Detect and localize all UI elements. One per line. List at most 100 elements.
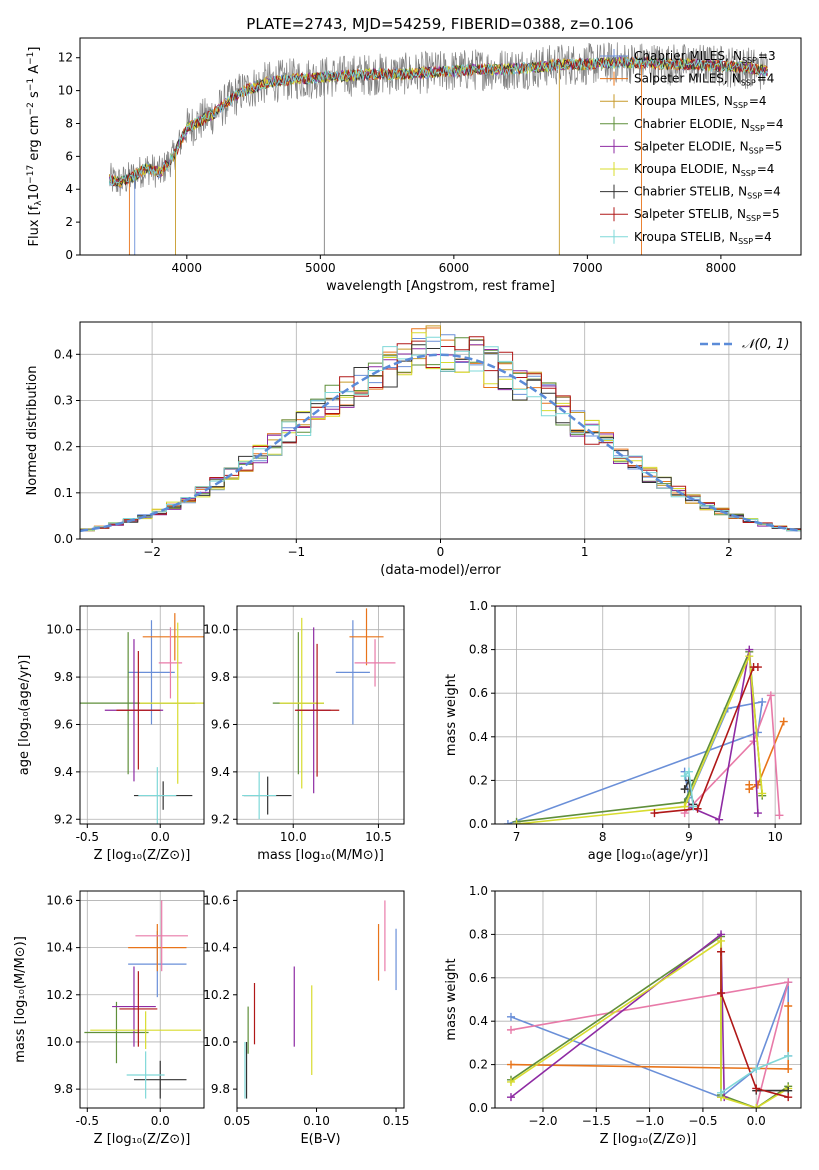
x-tick-label: 6000 [439, 261, 470, 275]
y-axis-label: mass weight [444, 674, 459, 756]
plot-area [495, 891, 801, 1108]
y-tick-label: 2 [65, 215, 73, 229]
y-tick-label: 0.1 [54, 486, 73, 500]
y-tick-label: 0.2 [54, 440, 73, 454]
errorbar-point-1 [349, 608, 384, 666]
x-tick-label: 1 [581, 545, 589, 559]
y-tick-label: 10.0 [46, 623, 73, 637]
y-axis-label: Flux [fλ10−17 erg cm−2 s−1 A−1] [26, 47, 44, 247]
x-tick-label: 8 [599, 830, 607, 844]
y-axis-label-part: −2 [26, 102, 36, 115]
weight-vs-age-panel: 7 8 9 10 0.0 0.2 0.4 0.6 0.8 1.0 age [log₁₀(age/yr… [444, 599, 802, 863]
x-tick-label: 0 [437, 545, 445, 559]
plot-area [237, 606, 404, 824]
errorbar-point-0 [128, 620, 175, 725]
weight-marker [784, 978, 793, 987]
errorbar-point-5 [90, 1011, 202, 1050]
y-tick-label: 0.4 [469, 1014, 488, 1028]
legend-entry: Chabrier MILES, NSSP=3 [634, 49, 776, 65]
x-axis-label: mass [log₁₀(M/M⊙)] [257, 848, 384, 863]
y-axis-label-part: ] [27, 47, 42, 52]
x-axis-label: (data-model)/error [380, 563, 501, 578]
weight-marker [715, 815, 724, 824]
x-axis-label: E(B-V) [300, 1132, 340, 1147]
plot-area [80, 322, 801, 539]
x-tick-label: -0.5 [76, 830, 99, 844]
errorbar-point-7 [119, 971, 158, 1047]
y-tick-label: 6 [65, 149, 73, 163]
age-vs-mass-panel: 10.0 10.5 9.2 9.4 9.6 9.8 10.0 mass [log₁₀(M/M⊙… [203, 605, 405, 863]
x-tick-label: −2 [143, 545, 161, 559]
weight-marker [680, 785, 689, 794]
weight-vs-metallicity-panel: −2.0 −1.5 −1.0 −0.5 0.0 0.0 0.2 0.4 0.6 0.8 1.0 Z [… [444, 884, 802, 1147]
y-tick-label: 9.8 [54, 670, 73, 684]
y-axis-label: mass [log₁₀(M/M⊙)] [13, 936, 28, 1063]
x-tick-label: 10 [768, 830, 783, 844]
y-tick-label: 1.0 [469, 599, 488, 613]
weight-marker [758, 697, 767, 706]
y-tick-label: 0.2 [469, 773, 488, 787]
weight-line-7 [720, 951, 789, 1098]
y-tick-label: 9.4 [211, 765, 230, 779]
errorbar-point-8 [138, 767, 177, 824]
x-tick-label: 0.15 [383, 1114, 410, 1128]
legend-entry: Salpeter ELODIE, NSSP=5 [634, 139, 782, 155]
weight-marker [758, 789, 767, 798]
plot-area [80, 891, 204, 1108]
weight-marker [506, 1093, 515, 1102]
y-tick-label: 0 [65, 248, 73, 262]
mass-vs-metallicity-panel: -0.5 0.0 9.8 10.0 10.2 10.4 10.6 Z [log₁₀(Z/Z⊙)… [13, 890, 205, 1147]
axes-frame [494, 890, 802, 1109]
y-axis-label-part: −1 [26, 78, 36, 91]
weight-marker [650, 809, 659, 818]
errorbar-point-1 [142, 613, 204, 661]
x-tick-label: 4000 [172, 261, 203, 275]
y-tick-label: 4 [65, 182, 73, 196]
x-tick-label: −0.5 [688, 1114, 717, 1128]
plot-area [109, 42, 768, 255]
errorbar-point-8 [126, 1051, 165, 1099]
x-tick-label: −2.0 [528, 1114, 557, 1128]
x-tick-label: 7 [513, 830, 521, 844]
y-tick-label: 9.8 [211, 670, 230, 684]
legend-entry: Salpeter STELIB, NSSP=5 [634, 207, 780, 223]
y-tick-label: 8 [65, 116, 73, 130]
x-tick-label: 2 [725, 545, 733, 559]
weight-marker [784, 1093, 793, 1102]
y-tick-label: 9.6 [211, 717, 230, 731]
x-tick-label: 9 [685, 830, 693, 844]
weight-marker [689, 802, 698, 811]
age-vs-metallicity-panel: -0.5 0.0 9.2 9.4 9.6 9.8 10.0 Z [log₁₀(Z/Z⊙)] ag… [17, 605, 205, 863]
y-tick-label: 10.2 [46, 988, 73, 1002]
y-tick-label: 10.0 [46, 1035, 73, 1049]
legend-entry: Kroupa STELIB, NSSP=4 [634, 230, 772, 246]
errorbar-point-8 [242, 771, 277, 820]
errorbar-point-2 [158, 627, 183, 699]
y-tick-label: 9.8 [54, 1082, 73, 1096]
model-line-4 [109, 55, 768, 186]
weight-marker [753, 809, 762, 818]
errorbar-point-6 [133, 1060, 187, 1099]
y-tick-label: 10.6 [46, 893, 73, 907]
spectrum-panel: 4000 5000 6000 7000 8000 0 2 4 6 8 10 12 wavelength … [26, 37, 802, 294]
weight-marker [752, 1104, 761, 1108]
y-tick-label: 10.4 [46, 941, 73, 955]
y-tick-label: 0.8 [469, 927, 488, 941]
weight-marker [506, 1060, 515, 1069]
x-tick-label: 0.0 [747, 1114, 766, 1128]
y-tick-label: 0.2 [469, 1058, 488, 1072]
errorbar-point-2 [354, 639, 396, 687]
x-tick-label: −1 [287, 545, 305, 559]
y-axis-label-part: −17 [26, 165, 36, 184]
weight-marker [684, 767, 693, 776]
weight-line-8 [720, 1055, 789, 1094]
model-line-8 [109, 56, 768, 187]
axes-frame [236, 605, 405, 825]
x-tick-label: 10.0 [280, 830, 307, 844]
legend-entry: 𝒩(0, 1) [742, 337, 789, 352]
weight-marker [717, 988, 726, 997]
x-tick-label: -0.5 [76, 1114, 99, 1128]
weight-marker [506, 1077, 515, 1086]
weight-marker [680, 772, 689, 781]
